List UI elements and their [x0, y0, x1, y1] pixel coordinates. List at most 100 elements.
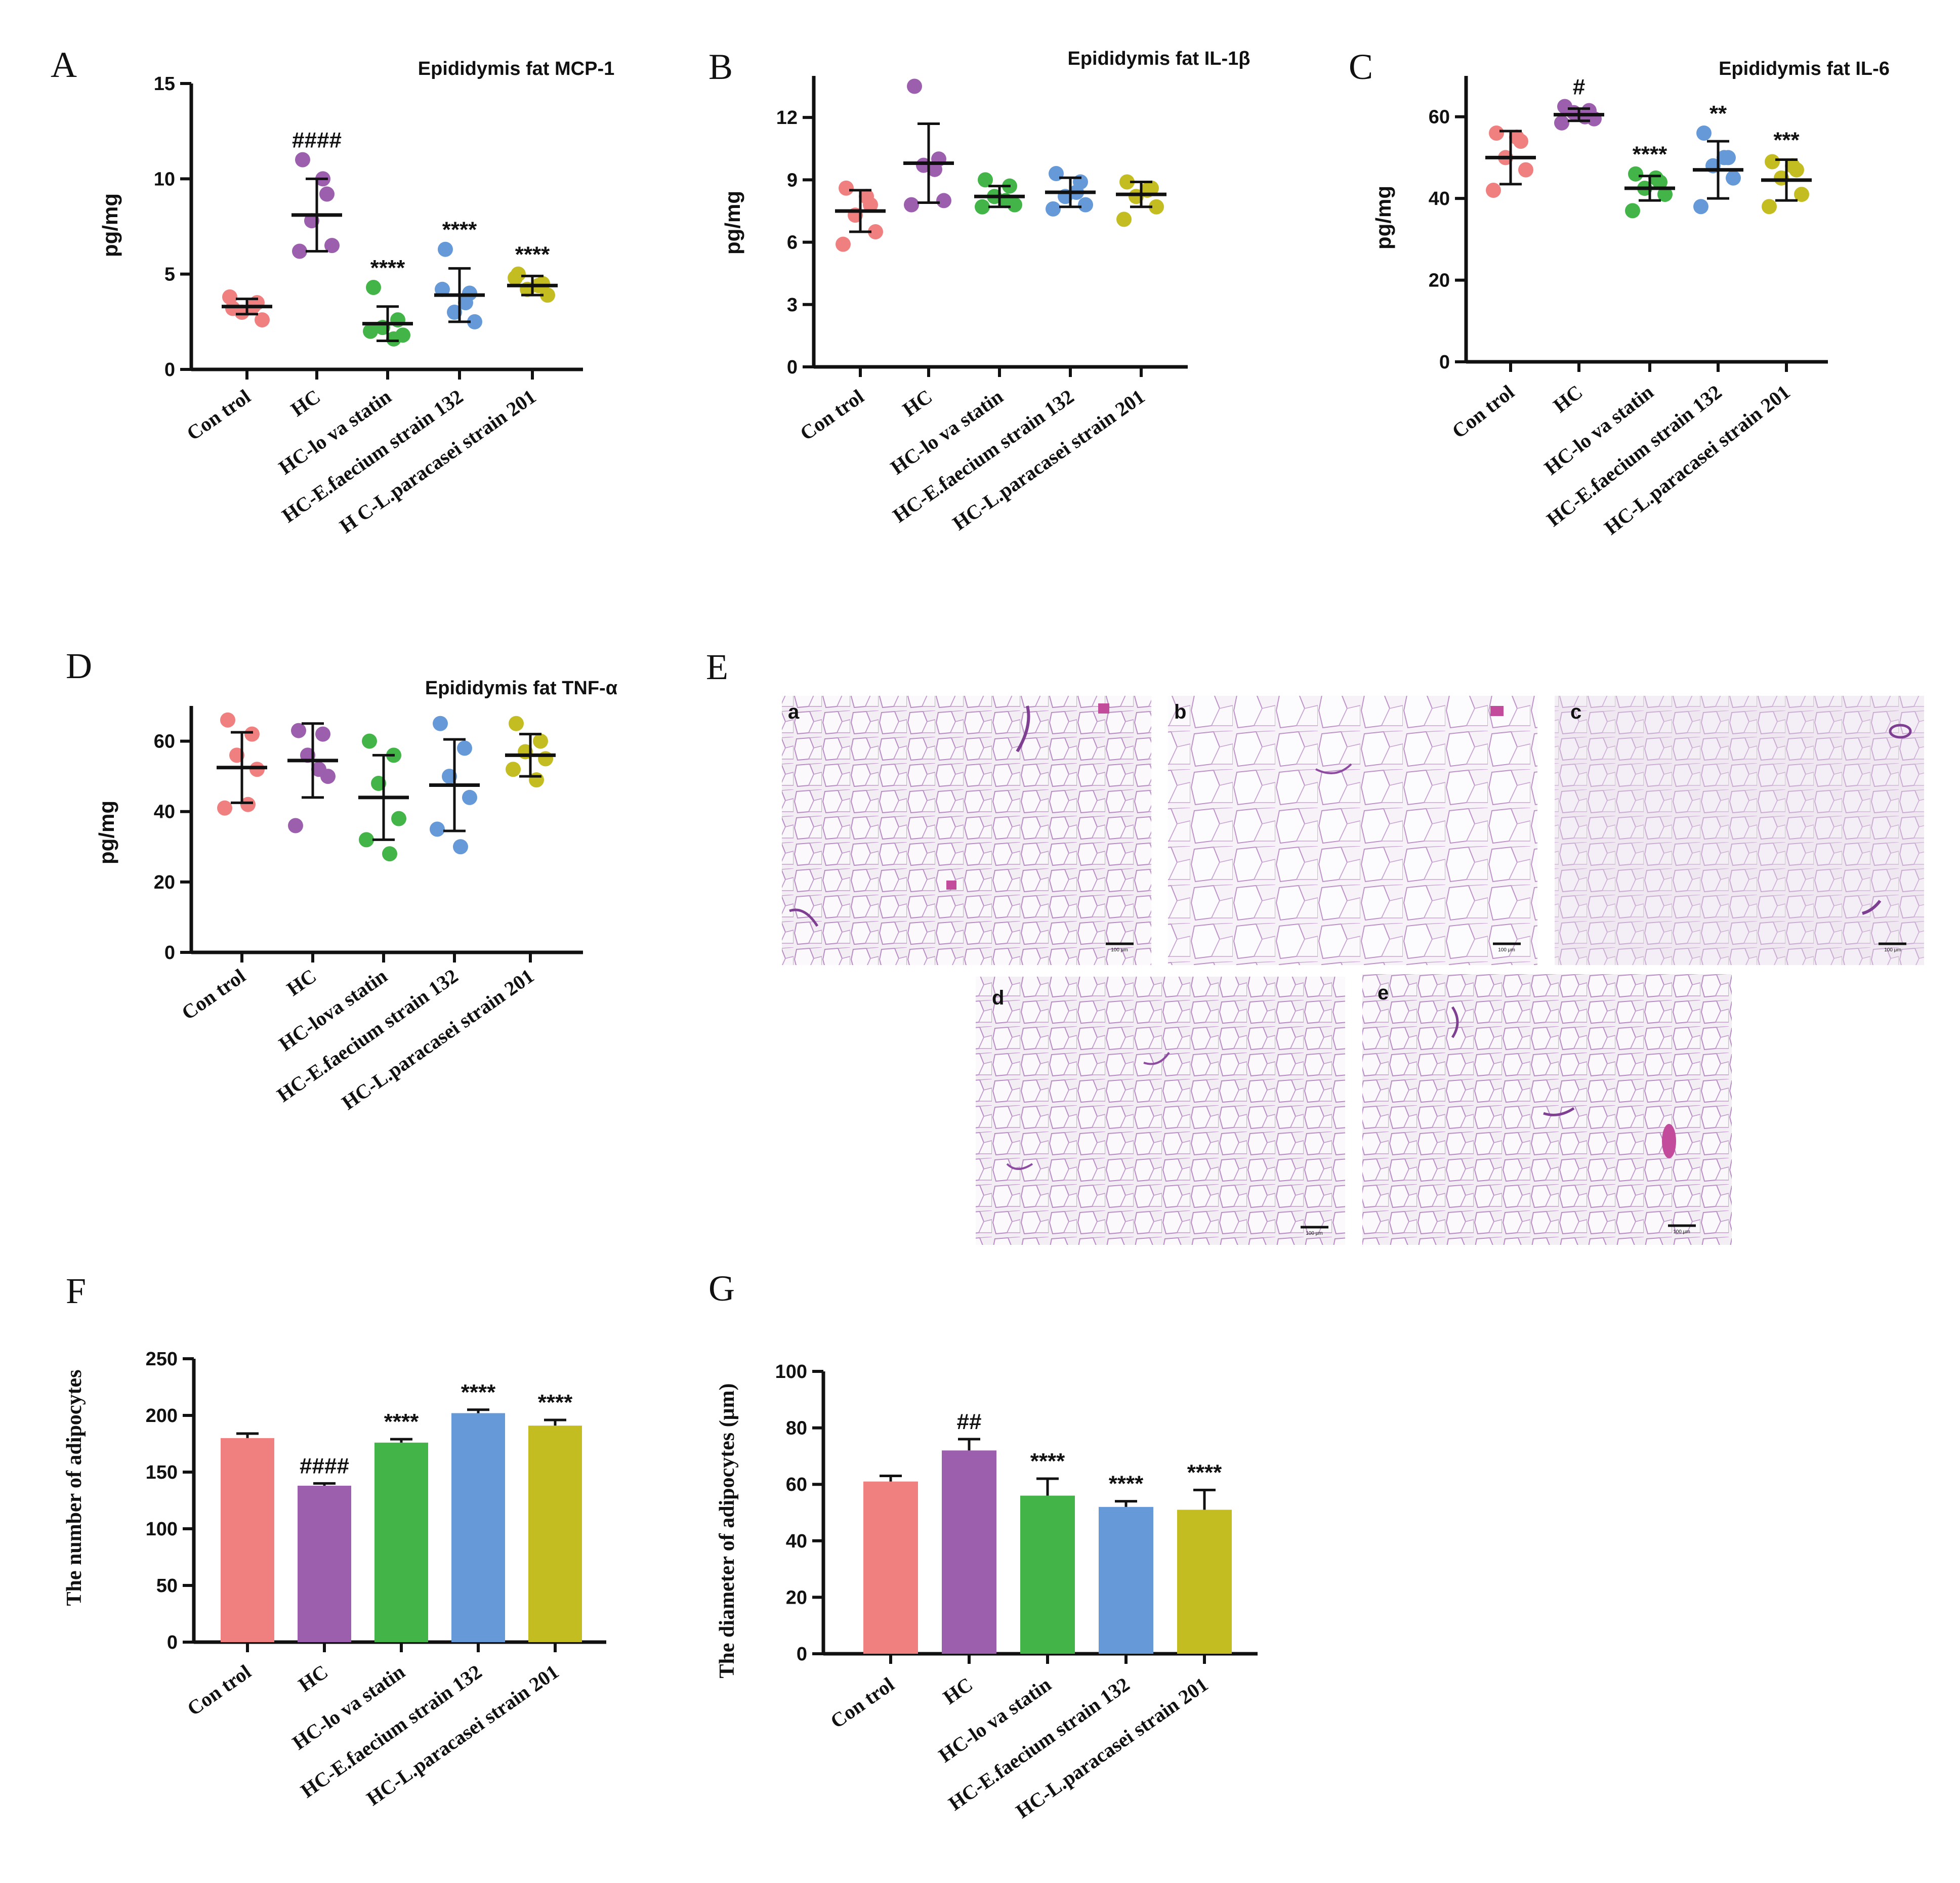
- bar-f-2: [374, 1442, 428, 1642]
- data-point-a-2-5: [386, 331, 401, 347]
- y-tick-label-a-0: 0: [164, 359, 175, 381]
- panel-g-adipocyte-diameter-chart: G The diameter of adipocytes (μm) 0 20 40 6…: [708, 1268, 1258, 1823]
- panel-letter-b: B: [708, 47, 733, 87]
- micrograph-label-c: c: [1570, 701, 1581, 723]
- panel-letter-f: F: [66, 1271, 86, 1311]
- chart-title-b: Epididymis fat IL-1β: [1067, 48, 1250, 69]
- bar-f-0: [221, 1438, 274, 1642]
- data-point-a-3-0: [438, 241, 453, 257]
- category-label-a-0: Con trol: [183, 385, 255, 445]
- data-point-d-3-5: [453, 839, 468, 855]
- data-point-c-3-3: [1726, 170, 1741, 186]
- chart-title-a: Epididymis fat MCP-1: [418, 58, 615, 79]
- micrograph-label-e: e: [1378, 982, 1389, 1004]
- data-point-d-4-3: [538, 751, 553, 767]
- micrograph-b: b 100 μm: [1168, 696, 1537, 965]
- y-tick-label-c-1: 20: [1429, 270, 1450, 291]
- data-point-c-0-3: [1518, 162, 1533, 178]
- data-point-a-0-3: [255, 312, 270, 328]
- data-point-a-2-0: [366, 280, 381, 296]
- data-point-b-4-0: [1119, 174, 1135, 190]
- micrograph-label-a: a: [788, 701, 800, 723]
- data-point-b-1-4: [904, 197, 919, 213]
- data-point-d-1-1: [315, 726, 330, 742]
- data-point-a-3-3: [467, 314, 482, 329]
- y-tick-label-g-1: 20: [786, 1587, 807, 1608]
- data-point-a-4-3: [540, 287, 555, 303]
- significance-a-3: ****: [442, 218, 477, 242]
- significance-f-2: ****: [384, 1409, 419, 1434]
- category-label-f-0: Con trol: [183, 1660, 256, 1721]
- category-label-d-1: HC: [282, 965, 320, 1000]
- data-point-d-1-0: [291, 723, 306, 738]
- data-point-b-0-5: [859, 189, 874, 204]
- data-point-c-1-4: [1554, 115, 1569, 131]
- y-axis-label-d: pg/mg: [95, 801, 118, 864]
- data-point-d-3-0: [433, 716, 448, 731]
- y-tick-label-f-1: 50: [156, 1575, 178, 1597]
- data-point-a-1-4: [292, 243, 307, 259]
- panel-letter-d: D: [66, 646, 92, 686]
- y-tick-label-d-0: 0: [164, 942, 175, 964]
- category-label-f-1: HC: [294, 1660, 332, 1696]
- data-point-c-4-5: [1785, 158, 1800, 174]
- bar-f-1: [298, 1485, 351, 1642]
- data-point-b-1-0: [907, 78, 922, 94]
- y-tick-label-f-5: 250: [146, 1349, 178, 1370]
- data-point-d-3-3: [462, 789, 477, 805]
- bar-f-3: [451, 1413, 505, 1642]
- data-point-d-1-4: [288, 818, 303, 833]
- significance-c-4: ***: [1773, 128, 1800, 152]
- data-point-c-0-5: [1509, 130, 1524, 145]
- y-axis-label-a: pg/mg: [98, 193, 122, 257]
- data-point-b-2-0: [978, 172, 993, 188]
- data-point-c-2-0: [1628, 166, 1643, 182]
- data-point-b-2-4: [975, 199, 990, 215]
- y-tick-label-g-2: 40: [786, 1531, 807, 1552]
- data-point-b-4-3: [1149, 199, 1164, 215]
- category-label-g-0: Con trol: [826, 1673, 899, 1733]
- data-point-d-0-0: [220, 712, 235, 728]
- data-point-c-2-5: [1648, 170, 1663, 186]
- micrograph-c: c 100 μm: [1555, 696, 1924, 965]
- data-point-c-4-4: [1762, 199, 1777, 215]
- significance-c-2: ****: [1633, 142, 1667, 167]
- data-point-d-3-4: [430, 821, 445, 837]
- significance-c-1: #: [1573, 75, 1585, 100]
- y-tick-label-f-4: 200: [146, 1405, 178, 1427]
- micrograph-e: e 100 μm: [1362, 974, 1732, 1245]
- y-tick-label-b-2: 6: [787, 232, 798, 254]
- micrograph-a: a 100 μm: [782, 696, 1151, 965]
- significance-f-1: ####: [300, 1453, 349, 1478]
- y-tick-label-f-0: 0: [167, 1632, 178, 1653]
- data-point-d-2-0: [362, 733, 377, 749]
- y-tick-label-d-1: 20: [154, 872, 175, 893]
- data-point-c-0-0: [1489, 125, 1504, 141]
- category-label-c-0: Con trol: [1447, 381, 1518, 443]
- data-point-d-3-1: [457, 740, 472, 756]
- data-point-d-2-4: [359, 832, 374, 848]
- bar-g-3: [1099, 1507, 1153, 1654]
- panel-f-adipocyte-number-chart: F The number of adipocytes 0 50 100 150 200 2…: [63, 1271, 606, 1810]
- data-point-b-3-4: [1046, 201, 1061, 217]
- category-label-c-1: HC: [1549, 381, 1587, 417]
- panel-e-histology: E a 100 μm b 100 μm c 100 μm: [706, 647, 1924, 1245]
- data-point-d-2-3: [391, 811, 406, 826]
- data-point-a-1-1: [319, 186, 335, 202]
- category-label-d-0: Con trol: [178, 965, 250, 1025]
- panel-letter-e: E: [706, 647, 728, 687]
- significance-f-3: ****: [461, 1380, 496, 1405]
- data-point-b-1-5: [927, 161, 942, 177]
- y-tick-label-b-0: 0: [787, 357, 798, 378]
- significance-c-3: **: [1709, 101, 1727, 126]
- chart-title-c: Epididymis fat IL-6: [1719, 58, 1890, 79]
- data-point-d-4-4: [506, 762, 521, 777]
- data-point-b-0-0: [839, 180, 854, 196]
- data-point-a-2-4: [363, 323, 378, 339]
- data-point-c-0-4: [1486, 183, 1501, 198]
- y-tick-label-a-2: 10: [154, 169, 175, 190]
- y-tick-label-a-3: 15: [154, 73, 175, 95]
- y-tick-label-f-2: 100: [146, 1519, 178, 1540]
- y-tick-label-c-0: 0: [1439, 352, 1450, 373]
